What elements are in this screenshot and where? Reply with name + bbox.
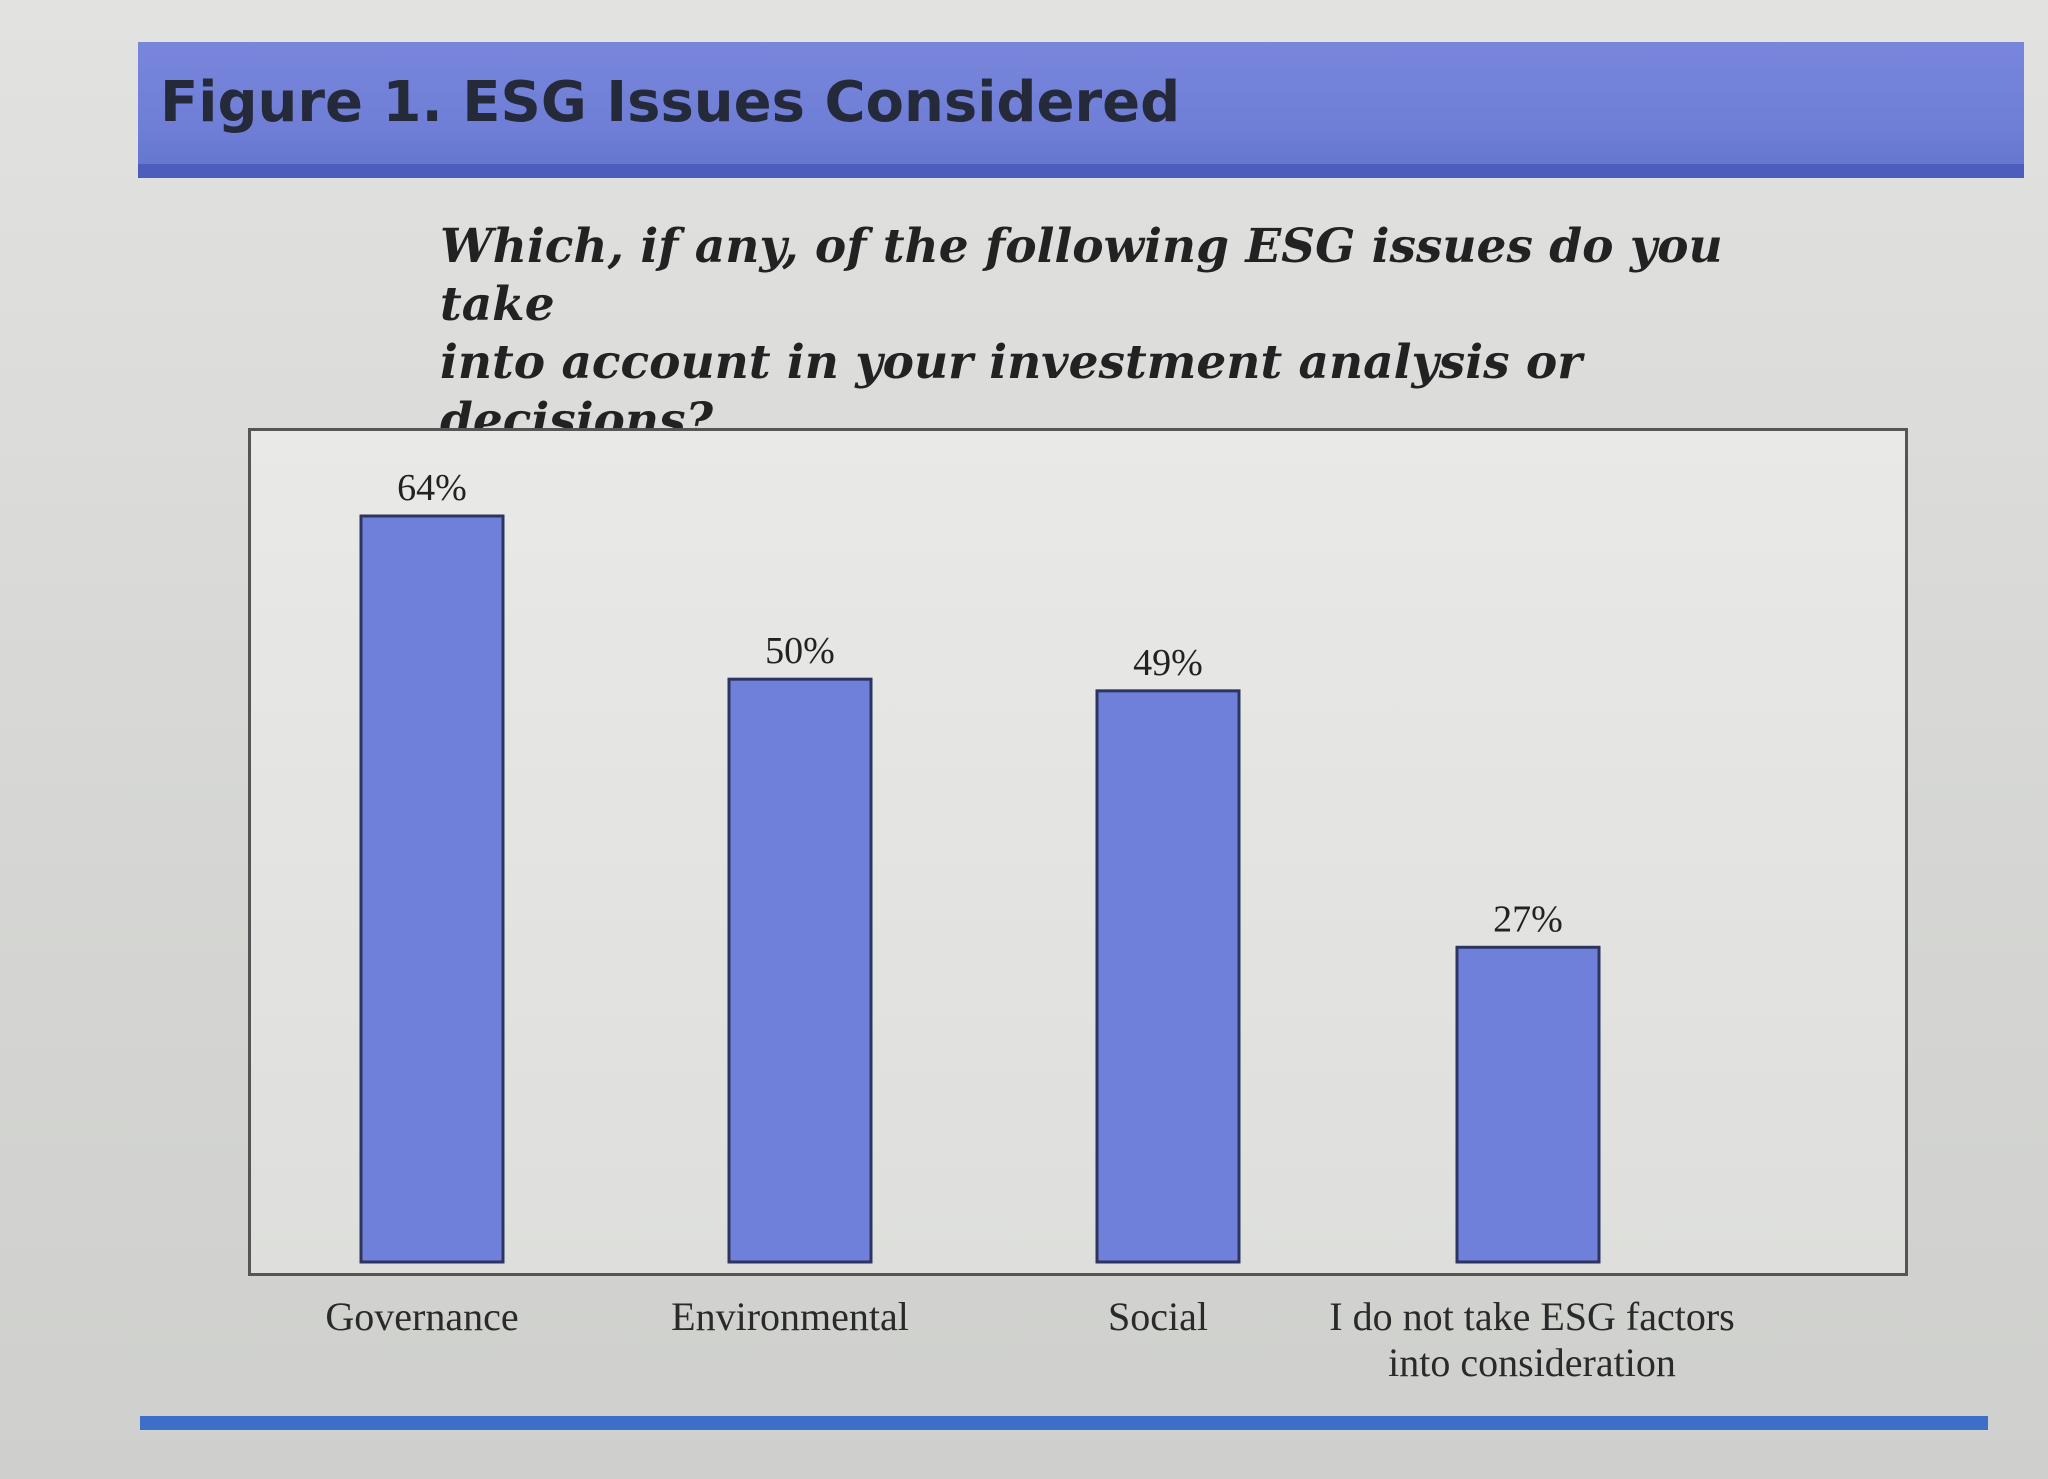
figure-header: Figure 1. ESG Issues Considered xyxy=(138,42,2024,178)
bar-0 xyxy=(359,514,505,1264)
bar-1 xyxy=(727,677,873,1264)
chart-title-line-1: Which, if any, of the following ESG issu… xyxy=(440,219,1723,332)
bar-2 xyxy=(1095,689,1241,1264)
category-label-0: Governance xyxy=(325,1294,518,1339)
bar-value-label-3: 27% xyxy=(1493,898,1563,940)
footer-rule xyxy=(140,1416,1988,1430)
category-label-1: Environmental xyxy=(671,1294,909,1339)
figure-title: Figure 1. ESG Issues Considered xyxy=(160,70,1181,135)
plot-area xyxy=(248,428,1908,1276)
category-label-3-line-1: into consideration xyxy=(1388,1340,1676,1385)
category-label-2: Social xyxy=(1108,1294,1208,1339)
bar-value-label-2: 49% xyxy=(1133,642,1203,684)
bar-value-label-1: 50% xyxy=(765,630,835,672)
bar-value-label-0: 64% xyxy=(397,467,467,509)
category-label-3-line-0: I do not take ESG factors xyxy=(1329,1294,1734,1339)
bar-3 xyxy=(1455,945,1601,1264)
